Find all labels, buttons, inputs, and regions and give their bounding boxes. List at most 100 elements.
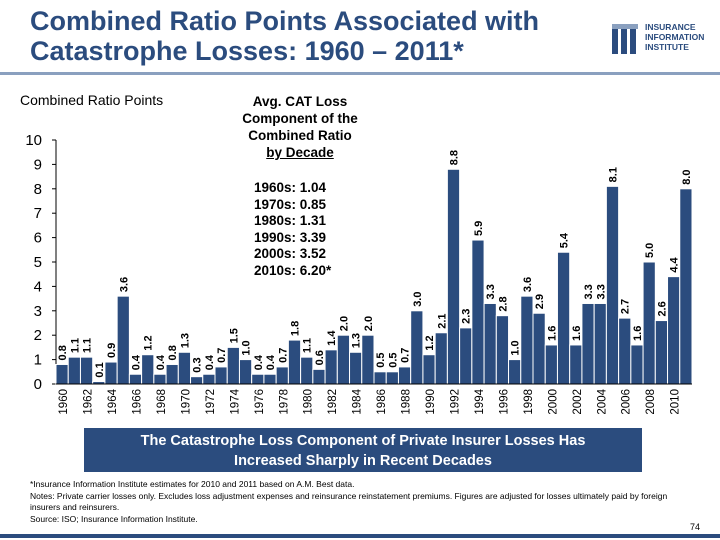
x-tick-label: 1976 [254,389,266,415]
bar-value-label: 1.1 [302,338,314,353]
x-tick-label: 1960 [58,389,70,415]
bar-value-label: 5.4 [559,232,571,248]
decade-1970s: 1970s: 0.85 [254,196,327,212]
x-tick-label: 1988 [401,389,413,415]
y-tick-label: 3 [34,303,42,320]
bar-value-label: 1.8 [290,321,302,336]
bar-value-label: 0.1 [94,362,106,377]
bar [275,366,289,385]
summary-banner: The Catastrophe Loss Component of Privat… [84,428,642,472]
bar-value-label: 0.4 [265,354,277,370]
bar [483,302,497,385]
bar [679,188,693,385]
bar-value-label: 3.6 [118,277,130,292]
bar-value-label: 1.1 [82,338,94,353]
bar-value-label: 1.0 [241,340,253,355]
y-tick-label: 1 [34,352,42,369]
bar [434,332,448,385]
bar-value-label: 0.7 [216,348,228,363]
bar [300,356,314,385]
bar-value-label: 2.8 [497,296,509,311]
y-axis-label: Combined Ratio Points [20,92,164,108]
bar-value-label: 0.4 [131,354,143,370]
bar [605,185,620,385]
bar-value-label: 8.1 [608,167,620,182]
decade-1990s: 1990s: 3.39 [254,229,327,245]
x-tick-label: 2006 [621,389,633,415]
bar [520,295,534,385]
bar-value-label: 0.6 [314,350,326,365]
banner-line-2: Increased Sharply in Recent Decades [234,453,492,469]
y-tick-label: 2 [34,327,42,344]
bar-value-label: 2.1 [436,313,448,328]
logo-line-2: INFORMATION [645,32,705,42]
bar-value-label: 0.4 [204,354,216,370]
x-tick-label: 1990 [425,389,437,415]
footnote-source: Source: ISO; Insurance Information Insti… [30,514,198,524]
bar-value-label: 0.4 [253,354,265,370]
avg-line-3: Combined Ratio [248,128,352,143]
bar [251,373,265,385]
banner-line-1: The Catastrophe Loss Component of Privat… [140,433,586,449]
logo-text: INSURANCE INFORMATION INSTITUTE [645,22,704,52]
bar-value-label: 5.0 [644,243,656,258]
title-divider [0,72,720,75]
y-tick-label: 6 [34,230,42,247]
footnotes: *Insurance Information Institute estimat… [30,479,690,526]
bar-value-label: 2.0 [363,316,375,331]
bar-value-label: 0.7 [277,348,289,363]
y-tick-label: 9 [34,156,42,173]
decade-1980s: 1980s: 1.31 [254,213,327,228]
y-tick-label: 8 [34,181,42,198]
avg-line-2: Component of the [242,111,358,126]
bar-value-label: 1.6 [546,326,558,341]
decade-2010s: 2010s: 6.20* [254,262,332,278]
bar [324,349,338,385]
title-line-1: Combined Ratio Points Associated with [30,6,540,36]
page-number: 74 [690,522,701,532]
bar [349,351,363,385]
bar [410,310,424,385]
avg-annotation: Avg. CAT Loss Component of the Combined … [230,93,370,161]
x-tick-label: 2008 [645,389,657,415]
bar [593,302,607,385]
bar [569,344,583,385]
footnote-notes: Notes: Private carrier losses only. Excl… [30,491,668,512]
x-tick-label: 1998 [523,389,535,415]
bar-value-label: 0.7 [400,348,412,363]
bar [128,373,143,385]
bar [141,354,155,385]
decade-averages: 1960s: 1.04 1970s: 0.85 1980s: 1.31 1990… [254,180,354,279]
bar [190,376,204,385]
bar-value-label: 3.3 [583,284,595,299]
x-tick-label: 1992 [450,389,462,415]
bar [361,334,375,385]
x-tick-label: 1978 [278,389,290,415]
x-tick-label: 1970 [180,389,192,415]
bar-value-label: 3.6 [522,277,534,292]
bar-value-label: 0.9 [106,343,118,358]
logo-line-3: INSTITUTE [645,42,689,52]
bar [544,344,558,385]
x-tick-label: 1964 [107,388,119,414]
x-tick-label: 1996 [498,389,510,415]
bar [654,320,669,385]
decade-1960s: 1960s: 1.04 [254,180,327,195]
x-tick-label: 2002 [572,389,584,415]
bar-value-label: 1.6 [632,326,644,341]
bar [153,373,167,385]
bar [214,366,228,385]
logo-line-1: INSURANCE [645,22,696,32]
bar-value-label: 4.4 [669,256,681,272]
x-tick-label: 1974 [229,388,241,414]
bar-value-label: 1.1 [69,338,81,353]
x-tick-label: 1968 [156,389,168,415]
bar-value-label: 0.3 [192,357,204,372]
bar [459,327,473,385]
x-tick-label: 1986 [376,389,388,415]
bar [532,312,546,385]
bar [287,339,302,385]
y-tick-label: 4 [34,278,42,295]
bar [642,261,656,385]
bar-value-label: 0.5 [375,353,387,368]
